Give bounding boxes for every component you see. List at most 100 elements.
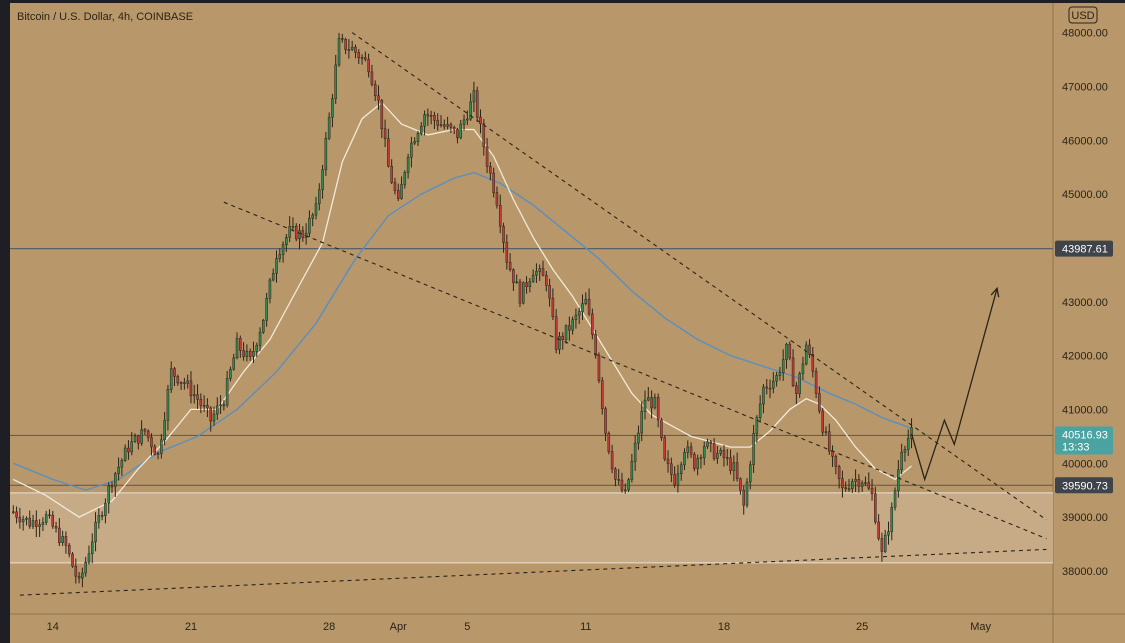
candle-body: [765, 386, 769, 389]
candle-body: [808, 344, 811, 355]
candle-body: [485, 146, 489, 167]
candle-body: [508, 262, 512, 270]
candle-body: [716, 452, 719, 459]
candle-body: [610, 451, 614, 470]
x-tick-label: 25: [856, 621, 868, 633]
candle-body: [781, 359, 785, 374]
candle-body: [600, 380, 604, 409]
candle-body: [242, 350, 245, 357]
candle-body: [433, 115, 436, 121]
ema-fast-line: [13, 101, 912, 518]
candle-body: [337, 38, 341, 66]
candle-body: [762, 386, 765, 405]
price-tag-countdown: 13:33: [1062, 441, 1090, 453]
candle-body: [403, 172, 407, 185]
candle-body: [61, 536, 64, 543]
candle-body: [472, 90, 476, 103]
candle-body: [462, 119, 466, 125]
candle-body: [166, 389, 170, 421]
candle-body: [887, 531, 890, 536]
candle-body: [489, 166, 492, 174]
candle-body: [81, 572, 84, 579]
candle-body: [196, 394, 199, 400]
candle-body: [732, 462, 736, 471]
candle-body: [502, 225, 505, 243]
candle-body: [874, 493, 877, 523]
candle-body: [308, 218, 311, 234]
candle-body: [347, 49, 351, 51]
candle-body: [127, 447, 130, 453]
candle-body: [844, 487, 847, 489]
candle-body: [518, 281, 522, 304]
price-tag-label: 39590.73: [1062, 480, 1108, 492]
y-tick-label: 42000.00: [1062, 351, 1108, 363]
candle-body: [847, 488, 851, 490]
candle-body: [594, 334, 597, 356]
candle-body: [689, 446, 693, 455]
candle-body: [466, 118, 469, 121]
candle-body: [12, 511, 15, 513]
candle-body: [749, 464, 752, 483]
currency-button[interactable]: USD: [1068, 6, 1098, 24]
candle-body: [74, 565, 78, 577]
candle-body: [824, 431, 828, 433]
candle-body: [146, 430, 150, 438]
candle-body: [15, 511, 18, 518]
candle-body: [275, 258, 278, 274]
candle-body: [252, 351, 255, 357]
candle-body: [360, 57, 364, 59]
candle-body: [735, 462, 739, 479]
candle-body: [479, 116, 482, 125]
candle-body: [772, 380, 775, 389]
candle-body: [637, 432, 640, 444]
candle-body: [169, 368, 173, 390]
candle-body: [370, 71, 374, 85]
candle-body: [25, 517, 28, 520]
candle-body: [551, 297, 555, 318]
candle-body: [554, 316, 558, 350]
candle-body: [114, 473, 117, 487]
candle-body: [294, 225, 298, 240]
candle-body: [216, 405, 219, 415]
candle-body: [867, 482, 871, 489]
support-zone: [10, 492, 1053, 563]
candle-body: [212, 413, 216, 422]
candle-body: [706, 441, 709, 447]
candle-body: [298, 230, 301, 240]
candle-body: [591, 313, 594, 335]
candle-body: [670, 463, 673, 475]
candle-body: [722, 449, 726, 458]
candle-body: [821, 410, 824, 433]
candle-body: [380, 99, 384, 130]
candle-body: [814, 370, 818, 394]
y-tick-label: 38000.00: [1062, 566, 1108, 578]
y-tick-label: 40000.00: [1062, 458, 1108, 470]
candle-body: [574, 314, 578, 320]
candle-body: [77, 575, 81, 579]
candle-body: [130, 441, 134, 453]
candle-body: [696, 458, 699, 469]
candle-body: [426, 114, 430, 117]
candle-body: [492, 172, 495, 193]
candle-body: [597, 354, 601, 381]
candle-body: [676, 473, 680, 486]
candle-body: [893, 490, 897, 508]
chart-title: Bitcoin / U.S. Dollar, 4h, COINBASE: [17, 11, 193, 23]
candle-body: [400, 184, 403, 199]
candle-body: [900, 451, 903, 470]
candle-body: [324, 137, 328, 171]
candle-body: [107, 485, 110, 504]
candle-body: [620, 479, 624, 491]
candle-body: [265, 298, 268, 321]
candle-body: [439, 124, 443, 126]
candle-body: [94, 521, 97, 543]
candle-body: [558, 336, 561, 350]
candle-body: [117, 466, 120, 475]
candle-body: [364, 57, 367, 60]
candle-body: [179, 382, 183, 384]
candle-body: [449, 124, 453, 128]
candle-body: [742, 489, 745, 506]
candle-body: [910, 427, 913, 439]
candle-body: [851, 481, 854, 489]
candle-body: [650, 397, 653, 409]
